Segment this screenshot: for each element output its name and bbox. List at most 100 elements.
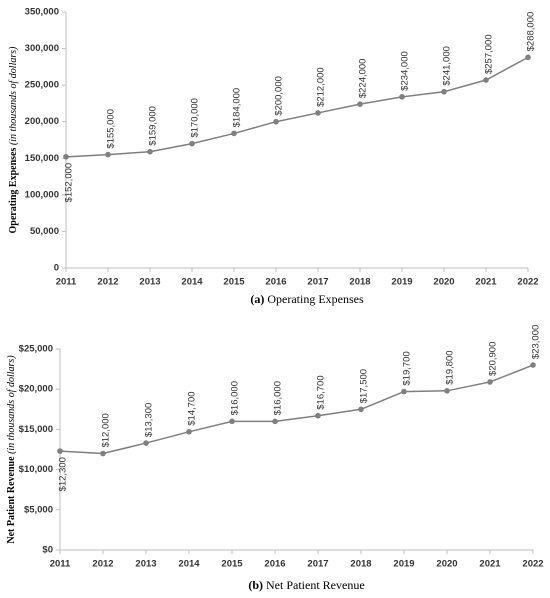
caption-text: Net Patient Revenue (266, 578, 365, 592)
x-tick-label: 2015 (221, 559, 243, 570)
x-tick-label: 2021 (475, 277, 497, 288)
y-tick-label: $25,000 (19, 344, 53, 355)
y-axis-title: Net Patient Revenue (6, 456, 17, 544)
data-label: $257,000 (484, 34, 495, 74)
data-label: $17,500 (359, 369, 370, 403)
data-label: $14,700 (187, 391, 198, 425)
point (147, 148, 153, 155)
data-label: $200,000 (274, 76, 285, 116)
y-tick-label: 200,000 (25, 116, 59, 127)
x-tick-label: 2011 (50, 559, 71, 570)
point (231, 130, 237, 137)
data-label: $224,000 (358, 59, 369, 99)
data-label: $170,000 (190, 98, 201, 138)
x-tick-label: 2018 (350, 559, 371, 570)
data-label: $155,000 (106, 109, 117, 149)
point (57, 448, 63, 454)
caption: (a) Operating Expenses (250, 292, 364, 306)
data-label: $23,000 (531, 325, 542, 359)
point (487, 379, 493, 385)
data-label: $241,000 (442, 46, 453, 86)
data-label: $16,000 (230, 381, 241, 415)
y-tick-label: 100,000 (25, 189, 59, 200)
y-axis-note: (in thousands of dollars) (6, 355, 17, 454)
x-tick-label: 2012 (97, 277, 118, 288)
data-label: $184,000 (232, 88, 243, 128)
caption-label: (b) (248, 578, 263, 592)
point (441, 88, 447, 95)
x-tick-label: 2022 (522, 559, 543, 570)
x-tick-label: 2013 (135, 559, 156, 570)
y-axis-note: (in thousands of dollars) (8, 46, 19, 145)
point (189, 140, 195, 147)
x-tick-label: 2012 (92, 559, 113, 570)
x-tick-label: 2013 (139, 277, 160, 288)
x-tick-label: 2016 (264, 559, 285, 570)
point (483, 77, 489, 83)
series-line (65, 56, 529, 158)
data-label: $12,000 (101, 413, 112, 447)
y-axis-label: Net Patient Revenue (in thousands of dol… (6, 355, 17, 544)
series-line (59, 364, 534, 455)
x-tick-label: 2021 (479, 559, 501, 570)
point (444, 388, 450, 394)
data-label: $13,300 (144, 403, 155, 437)
data-label: $16,700 (316, 375, 327, 409)
x-tick-label: 2016 (265, 277, 286, 288)
point (358, 406, 364, 413)
data-label: $159,000 (148, 106, 159, 146)
data-label: $288,000 (526, 12, 537, 52)
data-label: $19,800 (445, 350, 456, 384)
point (63, 154, 69, 160)
x-tick-label: 2022 (517, 277, 538, 288)
y-tick-label: $10,000 (19, 464, 53, 475)
x-tick-label: 2020 (433, 277, 454, 288)
y-tick-label: 350,000 (25, 7, 59, 18)
point (315, 412, 321, 419)
x-tick-label: 2014 (181, 277, 203, 288)
point (229, 418, 235, 425)
point (525, 54, 531, 61)
x-tick-label: 2011 (56, 277, 77, 288)
data-label: $152,000 (64, 163, 75, 203)
data-label: $19,700 (402, 351, 413, 385)
caption-label: (a) (250, 292, 264, 306)
data-label: $212,000 (316, 67, 327, 107)
x-tick-label: 2017 (307, 559, 328, 570)
caption-text: Operating Expenses (267, 292, 364, 306)
point (401, 388, 407, 395)
x-tick-label: 2014 (178, 559, 200, 570)
data-label: $16,000 (273, 381, 284, 415)
y-tick-label: $0 (42, 545, 53, 556)
caption: (b) Net Patient Revenue (248, 578, 364, 592)
y-tick-label: 150,000 (25, 153, 59, 164)
data-label: $234,000 (400, 51, 411, 91)
y-tick-label: $5,000 (24, 504, 53, 515)
x-tick-label: 2020 (436, 559, 457, 570)
point (273, 118, 279, 125)
point (105, 151, 111, 158)
point (357, 101, 363, 107)
x-tick-label: 2015 (223, 277, 245, 288)
y-tick-label: 250,000 (25, 80, 59, 91)
point (186, 429, 192, 435)
x-tick-label: 2019 (393, 559, 414, 570)
x-tick-label: 2019 (391, 277, 412, 288)
point (315, 110, 321, 116)
y-tick-label: $15,000 (19, 424, 53, 435)
point (530, 362, 536, 368)
point (100, 450, 106, 457)
point (272, 418, 278, 425)
point (399, 94, 405, 100)
y-tick-label: 50,000 (30, 226, 59, 237)
data-label: $20,900 (488, 342, 499, 376)
y-tick-label: 0 (54, 263, 59, 274)
y-axis-label: Operating Expenses (in thousands of doll… (8, 46, 19, 234)
data-label: $12,300 (58, 457, 69, 491)
y-tick-label: 300,000 (25, 43, 59, 54)
x-tick-label: 2018 (349, 277, 370, 288)
y-axis-title: Operating Expenses (8, 148, 19, 234)
point (143, 440, 149, 446)
y-tick-label: $20,000 (19, 384, 53, 395)
